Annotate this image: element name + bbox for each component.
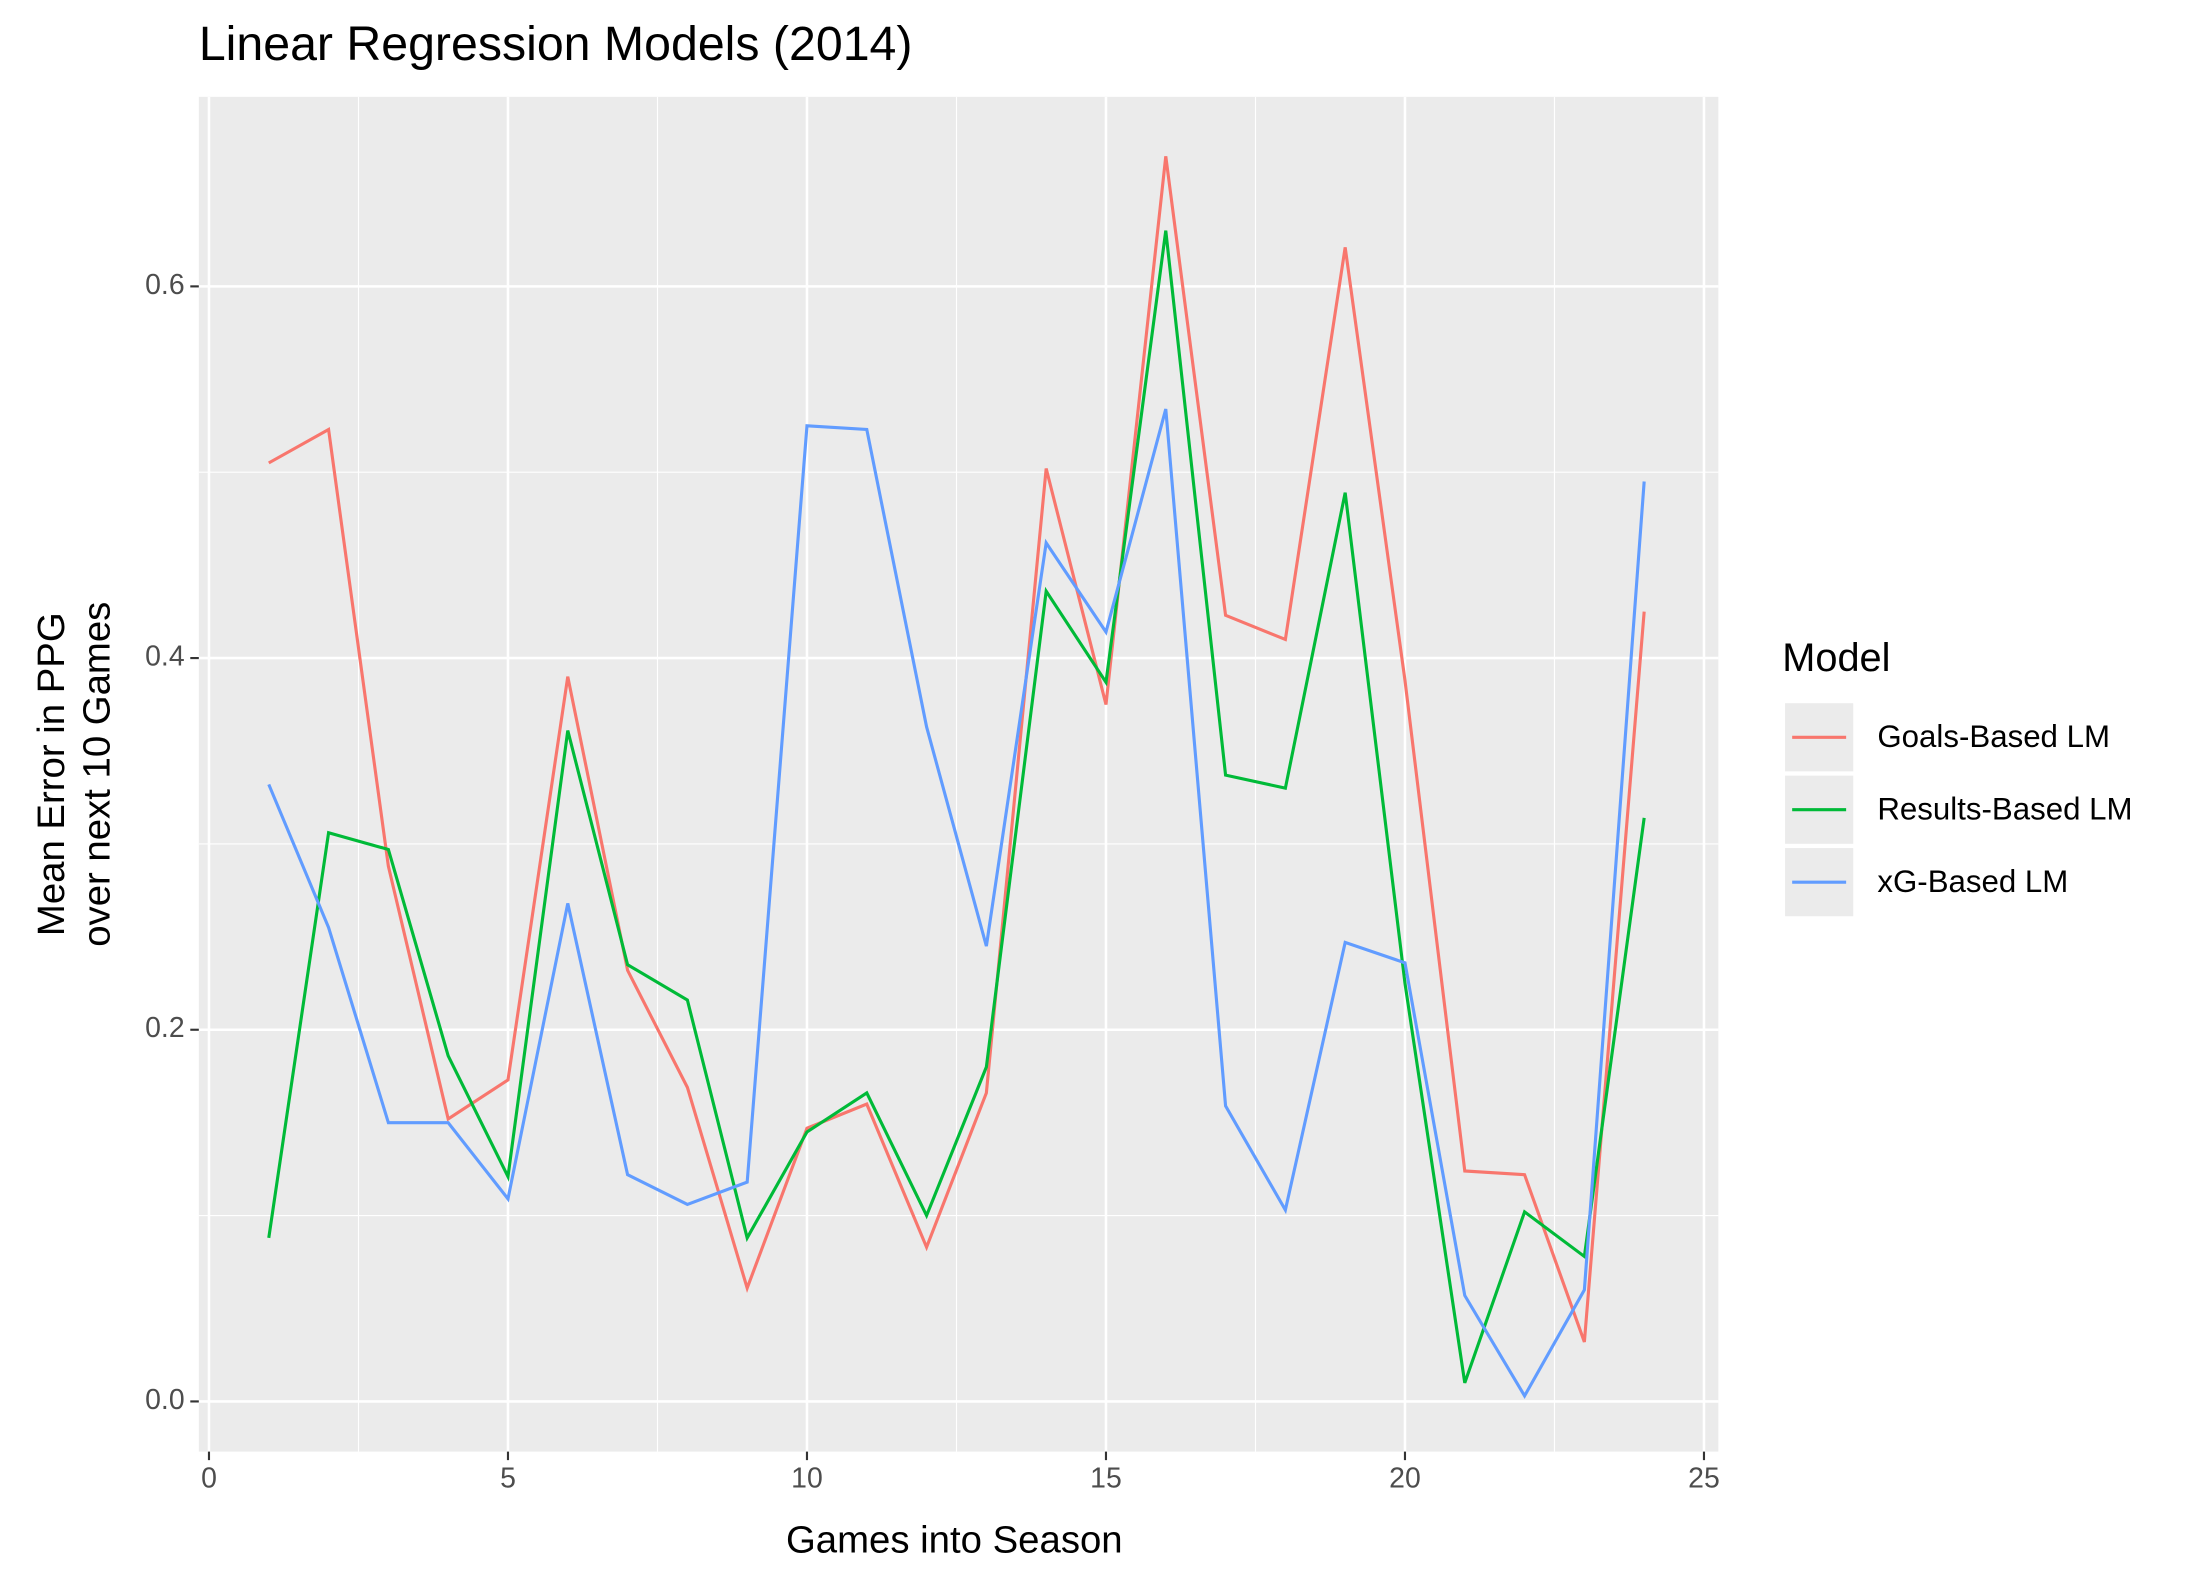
- x-tick-label: 25: [1688, 1463, 1720, 1495]
- x-axis-title: Games into Season: [786, 1519, 1123, 1562]
- series-line: [267, 408, 1646, 1399]
- x-tick-label: 10: [791, 1463, 823, 1495]
- x-tick-label: 5: [500, 1463, 516, 1495]
- y-axis-title: Mean Error in PPG: [30, 612, 73, 936]
- legend-label: Goals-Based LM: [1877, 719, 2110, 754]
- panel: [198, 96, 1719, 1452]
- chart-title: Linear Regression Models (2014): [199, 17, 913, 71]
- y-axis-title: over next 10 Games: [76, 602, 119, 947]
- y-tick-label: 0.4: [145, 641, 184, 673]
- x-tick-label: 0: [201, 1463, 217, 1495]
- legend-label: Results-Based LM: [1877, 791, 2132, 826]
- y-tick-label: 0.2: [145, 1012, 184, 1044]
- x-tick-label: 15: [1090, 1463, 1122, 1495]
- legend-title: Model: [1782, 636, 1890, 680]
- y-tick-label: 0.6: [145, 269, 184, 301]
- series-line: [268, 156, 1646, 1343]
- series-line: [267, 230, 1646, 1384]
- x-tick-label: 20: [1389, 1463, 1421, 1495]
- legend-label: xG-Based LM: [1877, 864, 2068, 899]
- y-tick-label: 0.0: [145, 1384, 184, 1416]
